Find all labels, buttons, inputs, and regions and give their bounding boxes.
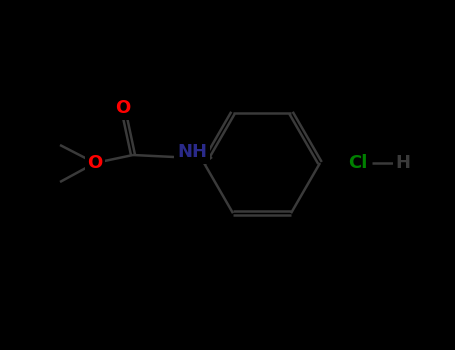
Text: O: O [87,154,103,172]
Text: H: H [395,154,410,172]
Text: NH: NH [177,143,207,161]
Text: Cl: Cl [349,154,368,172]
Text: O: O [116,99,131,117]
